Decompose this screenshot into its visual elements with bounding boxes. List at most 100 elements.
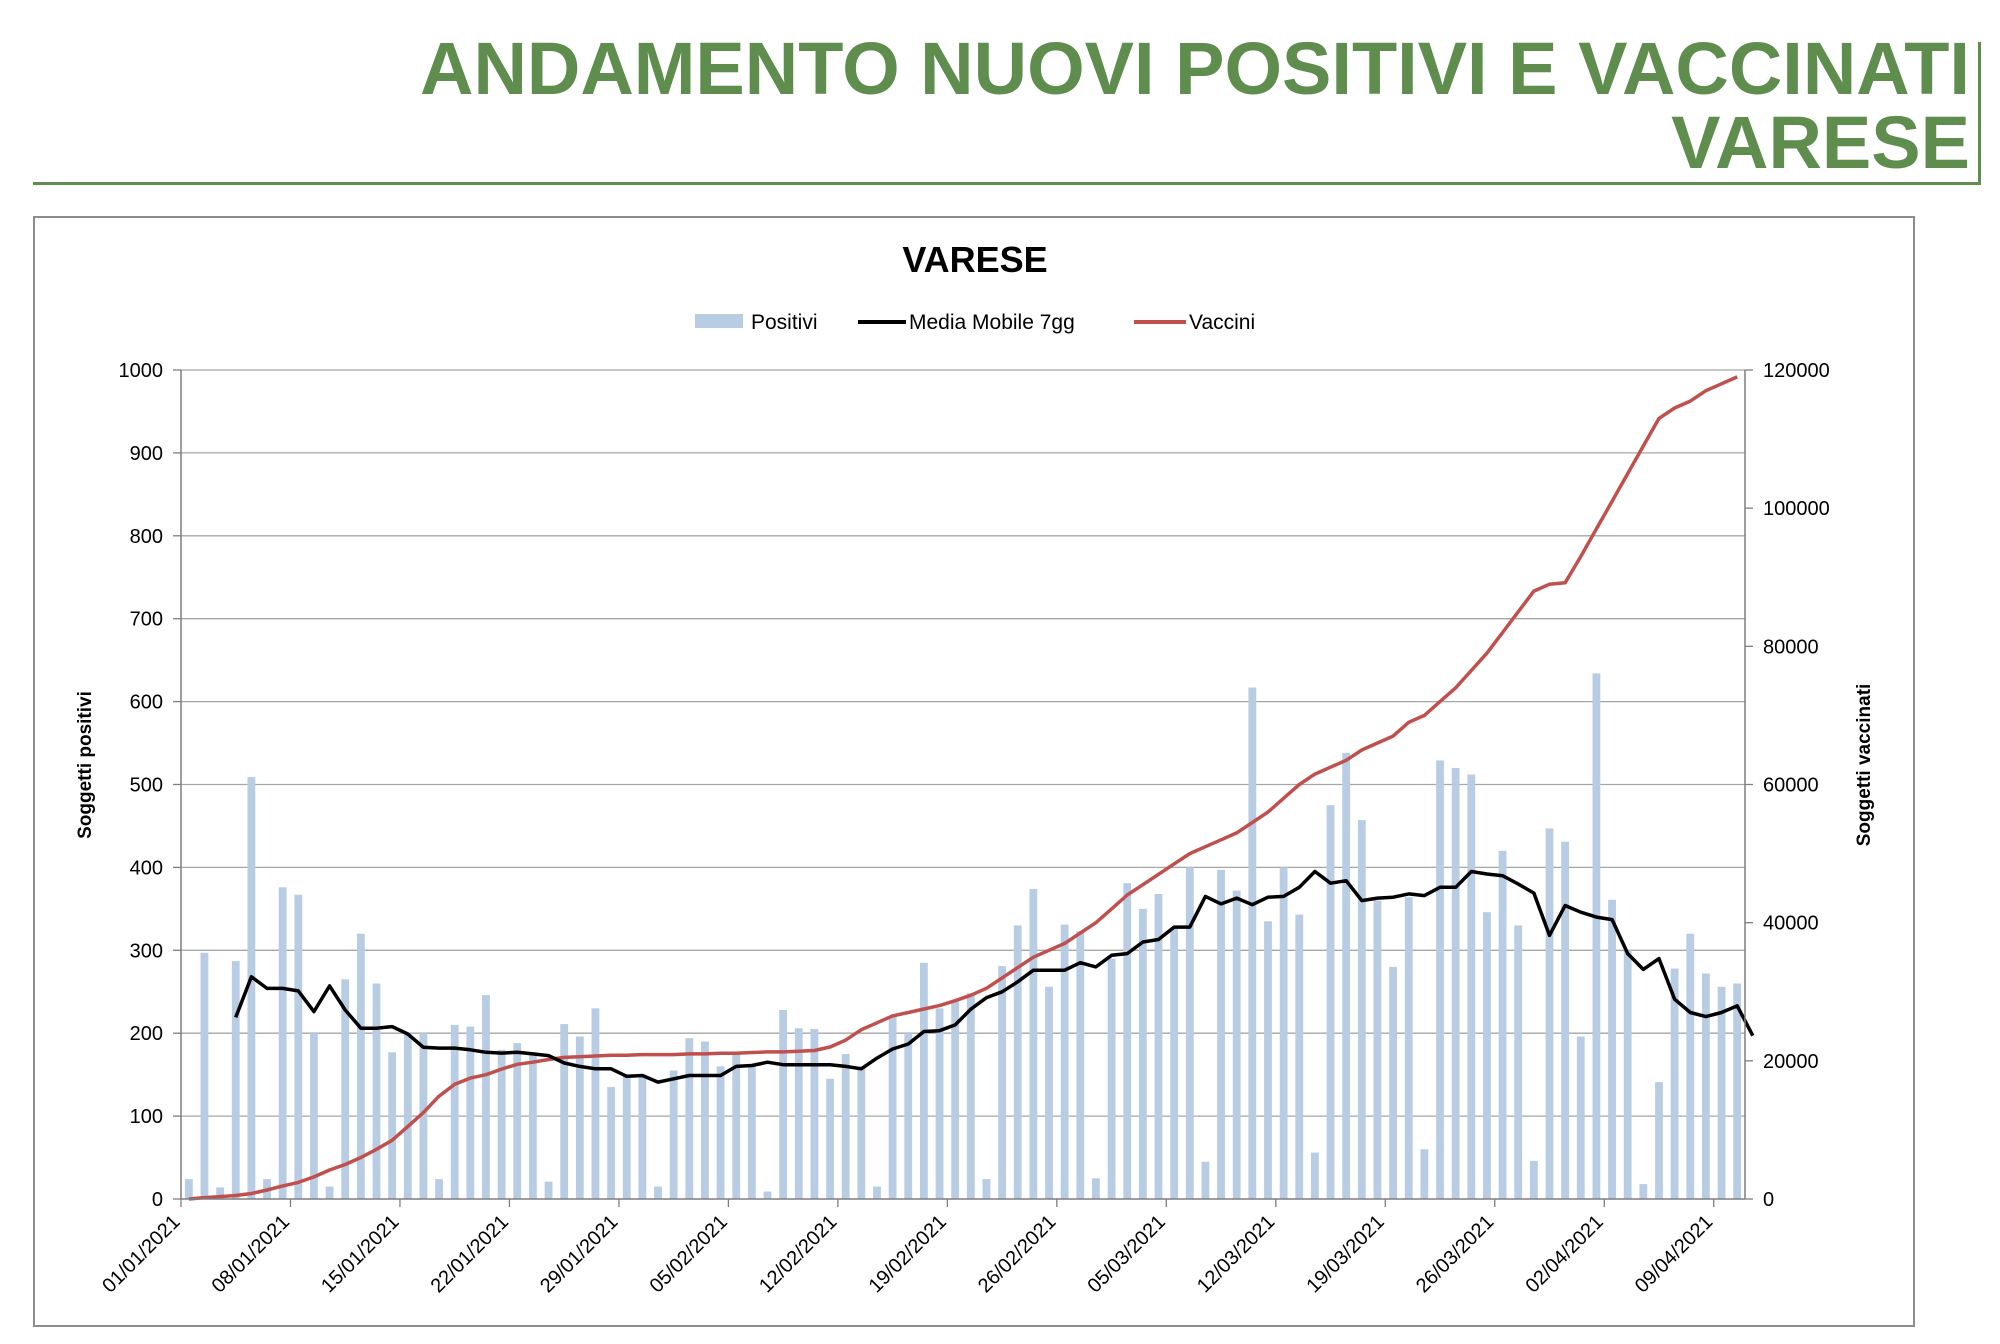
positivi-bar	[1670, 968, 1679, 1199]
positivi-bar	[1373, 900, 1382, 1199]
positivi-bar	[1170, 928, 1179, 1199]
x-tick-label: 08/01/2021	[208, 1211, 294, 1297]
positivi-bar	[200, 952, 209, 1199]
positivi-bar	[1608, 899, 1616, 1199]
x-tick-label: 09/04/2021	[1631, 1211, 1717, 1297]
positivi-bar	[1733, 983, 1742, 1199]
positivi-bar	[278, 887, 287, 1199]
y-right-tick-label: 80000	[1763, 636, 1819, 658]
positivi-bar	[1404, 897, 1413, 1199]
positivi-bar	[497, 1049, 506, 1199]
positivi-bar	[1498, 850, 1507, 1199]
positivi-bar	[951, 1000, 960, 1199]
positivi-bar	[716, 1066, 725, 1199]
y-right-tick-label: 40000	[1763, 913, 1819, 935]
y-right-tick-label: 120000	[1763, 360, 1830, 382]
positivi-bar	[1623, 950, 1632, 1199]
positivi-bar	[1420, 1149, 1429, 1199]
positivi-bar	[1436, 760, 1444, 1199]
positivi-bar	[873, 1186, 881, 1199]
positivi-bar	[1264, 921, 1272, 1199]
positivi-bar	[591, 1008, 600, 1199]
positivi-bar	[1483, 912, 1491, 1199]
y-right-tick-label: 20000	[1763, 1051, 1819, 1073]
y-left-tick-label: 200	[130, 1023, 163, 1045]
x-tick-label: 29/01/2021	[536, 1211, 622, 1297]
positivi-bar	[966, 993, 975, 1199]
positivi-bar	[1248, 687, 1257, 1199]
positivi-bar	[1576, 1036, 1585, 1199]
x-tick-label: 26/02/2021	[974, 1211, 1060, 1297]
x-tick-label: 22/01/2021	[427, 1211, 513, 1297]
positivi-bar	[1592, 673, 1601, 1199]
y-left-tick-label: 1000	[119, 360, 164, 382]
page-title-line1: ANDAMENTO NUOVI POSITIVI E VACCINATI	[420, 27, 1970, 110]
positivi-bar	[216, 1187, 225, 1199]
x-tick-label: 26/03/2021	[1412, 1211, 1498, 1297]
positivi-bar	[482, 995, 490, 1199]
positivi-bar	[1092, 1178, 1100, 1199]
page-title: ANDAMENTO NUOVI POSITIVI E VACCINATI VAR…	[420, 32, 1970, 180]
page-title-line2: VARESE	[1671, 101, 1970, 184]
y-left-tick-label: 0	[152, 1189, 163, 1211]
positivi-bar	[1013, 925, 1022, 1199]
positivi-bar	[1029, 888, 1038, 1199]
chart-grid	[181, 369, 1745, 1117]
positivi-bar	[732, 1053, 741, 1199]
positivi-bar	[544, 1181, 553, 1199]
positivi-bar	[919, 962, 928, 1199]
positivi-bar	[184, 1179, 193, 1199]
y-left-tick-label: 800	[130, 526, 163, 548]
x-tick-label: 12/03/2021	[1193, 1211, 1279, 1297]
positivi-bar	[1639, 1184, 1648, 1199]
media-mobile-line	[234, 869, 1755, 1084]
positivi-bar	[1060, 924, 1069, 1199]
positivi-bar	[1279, 867, 1288, 1199]
chart-frame	[33, 216, 1915, 1327]
legend-positivi-swatch	[695, 314, 743, 328]
positivi-bar	[1232, 890, 1241, 1199]
positivi-bar	[998, 966, 1007, 1199]
positivi-bar	[435, 1179, 443, 1199]
y-right-tick-label: 60000	[1763, 775, 1819, 797]
positivi-bar	[810, 1029, 819, 1199]
positivi-bar	[513, 1043, 522, 1199]
positivi-bar	[857, 1066, 866, 1199]
positivi-bar	[1326, 805, 1335, 1199]
positivi-bar	[1185, 867, 1194, 1199]
chart-title: VARESE	[902, 239, 1047, 280]
x-tick-label: 15/01/2021	[317, 1211, 403, 1297]
positivi-bar	[1123, 883, 1132, 1199]
header-divider-vertical	[1978, 42, 1981, 185]
positivi-bar	[982, 1179, 991, 1199]
positivi-bar	[372, 983, 381, 1199]
positivi-bar	[763, 1191, 772, 1199]
positivi-bar	[888, 1016, 897, 1199]
y-right-tick-label: 100000	[1763, 498, 1830, 520]
positivi-bar	[403, 1033, 412, 1199]
y-left-tick-label: 600	[130, 692, 163, 714]
positivi-bar	[1701, 973, 1710, 1199]
positivi-bar	[1389, 966, 1398, 1199]
positivi-bar	[560, 1024, 569, 1199]
positivi-bar	[1514, 925, 1523, 1199]
y-axis-right-label: Soggetti vaccinati	[1854, 684, 1875, 847]
positivi-bar	[669, 1070, 678, 1199]
x-tick-label: 19/03/2021	[1302, 1211, 1388, 1297]
positivi-bar	[1138, 908, 1147, 1199]
positivi-bar	[450, 1024, 459, 1199]
positivi-bar	[466, 1026, 475, 1199]
positivi-bar	[231, 961, 240, 1199]
positivi-bar	[935, 1008, 944, 1199]
y-left-tick-label: 700	[130, 609, 163, 631]
positivi-bar	[1217, 869, 1225, 1199]
y-left-tick-label: 400	[130, 857, 163, 879]
positivi-bar	[638, 1074, 647, 1199]
positivi-bar	[341, 979, 350, 1199]
positivi-bar	[1357, 820, 1366, 1199]
x-tick-label: 12/02/2021	[755, 1211, 841, 1297]
positivi-bar	[1076, 931, 1085, 1199]
positivi-bar	[294, 894, 303, 1199]
positivi-bar	[1655, 1082, 1663, 1199]
